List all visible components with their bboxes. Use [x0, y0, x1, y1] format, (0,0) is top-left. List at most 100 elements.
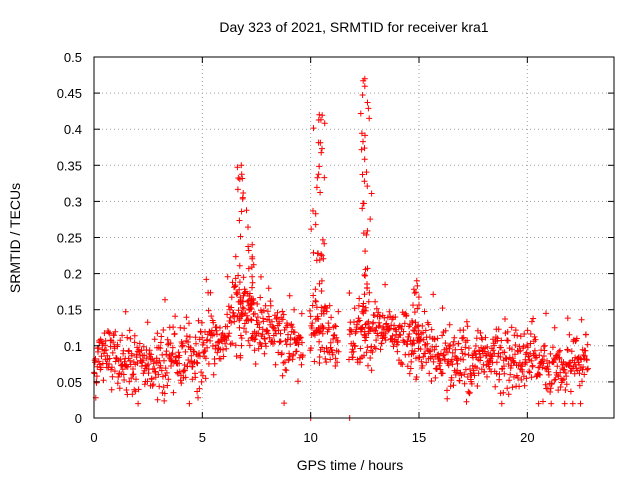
data-point	[158, 367, 165, 374]
data-point	[114, 380, 121, 387]
data-point	[320, 255, 327, 262]
data-point	[569, 400, 576, 407]
data-point	[409, 341, 415, 348]
data-point	[111, 368, 118, 375]
data-point	[117, 356, 124, 363]
data-point	[583, 331, 589, 338]
data-point	[364, 227, 371, 234]
data-point	[504, 328, 511, 335]
data-point	[459, 335, 466, 342]
data-point	[128, 352, 135, 359]
y-tick-label: 0.5	[64, 50, 82, 65]
data-point	[432, 374, 439, 381]
data-point	[372, 298, 379, 305]
data-point	[449, 361, 456, 368]
data-point	[207, 289, 214, 296]
data-point	[370, 319, 377, 326]
data-point	[128, 375, 135, 382]
data-point	[460, 334, 467, 341]
data-point	[307, 313, 314, 320]
data-point	[515, 375, 521, 381]
data-point	[518, 376, 525, 383]
data-point	[334, 337, 341, 344]
data-point	[512, 342, 519, 348]
data-point	[114, 341, 121, 348]
data-point	[505, 391, 512, 398]
data-point	[319, 145, 325, 152]
data-point	[183, 314, 190, 321]
data-point	[448, 374, 455, 381]
data-point	[279, 308, 286, 315]
data-point	[503, 355, 510, 362]
data-point	[450, 342, 457, 348]
data-point	[131, 339, 138, 346]
data-point	[316, 360, 323, 366]
data-point	[309, 302, 316, 309]
data-point	[156, 383, 163, 390]
data-point	[159, 373, 166, 380]
data-point	[352, 343, 359, 350]
data-point	[361, 178, 368, 185]
data-point	[439, 305, 446, 312]
data-point	[260, 318, 267, 325]
data-point	[517, 347, 524, 354]
data-point	[243, 329, 249, 335]
data-point	[556, 355, 563, 362]
data-point	[234, 186, 241, 193]
data-point	[141, 381, 148, 388]
data-point	[249, 273, 256, 280]
data-point	[421, 308, 428, 315]
data-point	[129, 371, 136, 378]
data-point	[251, 347, 258, 354]
data-point	[254, 314, 261, 321]
data-point	[422, 350, 429, 357]
data-point	[549, 344, 556, 351]
data-point	[299, 339, 305, 346]
data-point	[564, 315, 571, 322]
data-point	[157, 345, 164, 352]
data-point	[181, 367, 188, 374]
data-point	[277, 338, 284, 345]
data-point	[232, 275, 239, 282]
data-point	[169, 350, 176, 357]
data-point	[330, 336, 337, 342]
data-point	[241, 286, 248, 293]
data-point	[557, 347, 563, 354]
data-point	[279, 316, 286, 323]
data-point	[475, 370, 482, 377]
data-point	[275, 349, 282, 356]
data-point	[559, 377, 566, 384]
data-point	[243, 207, 250, 214]
data-point	[376, 319, 383, 326]
data-point	[109, 364, 115, 371]
data-point	[359, 205, 366, 212]
data-point	[509, 384, 516, 391]
data-point	[249, 255, 256, 262]
data-point	[316, 111, 323, 118]
data-point	[106, 361, 113, 367]
data-point	[498, 400, 505, 407]
data-point	[540, 398, 546, 405]
data-point	[377, 313, 384, 320]
data-point	[262, 302, 269, 309]
data-point	[528, 374, 535, 381]
data-point	[255, 330, 262, 337]
data-point	[332, 363, 339, 369]
data-point	[498, 344, 504, 351]
data-point	[315, 171, 322, 178]
data-point	[481, 368, 488, 375]
data-point	[228, 319, 235, 326]
data-point	[249, 241, 256, 248]
data-point	[521, 382, 528, 389]
data-point	[193, 340, 199, 347]
data-point	[523, 359, 529, 366]
data-point	[199, 334, 206, 341]
data-point	[127, 335, 134, 342]
data-point	[551, 377, 558, 383]
data-point	[450, 382, 457, 389]
data-point	[561, 376, 567, 383]
data-point	[379, 329, 385, 336]
data-point	[195, 394, 201, 401]
data-point	[237, 354, 244, 361]
data-point	[461, 371, 468, 378]
